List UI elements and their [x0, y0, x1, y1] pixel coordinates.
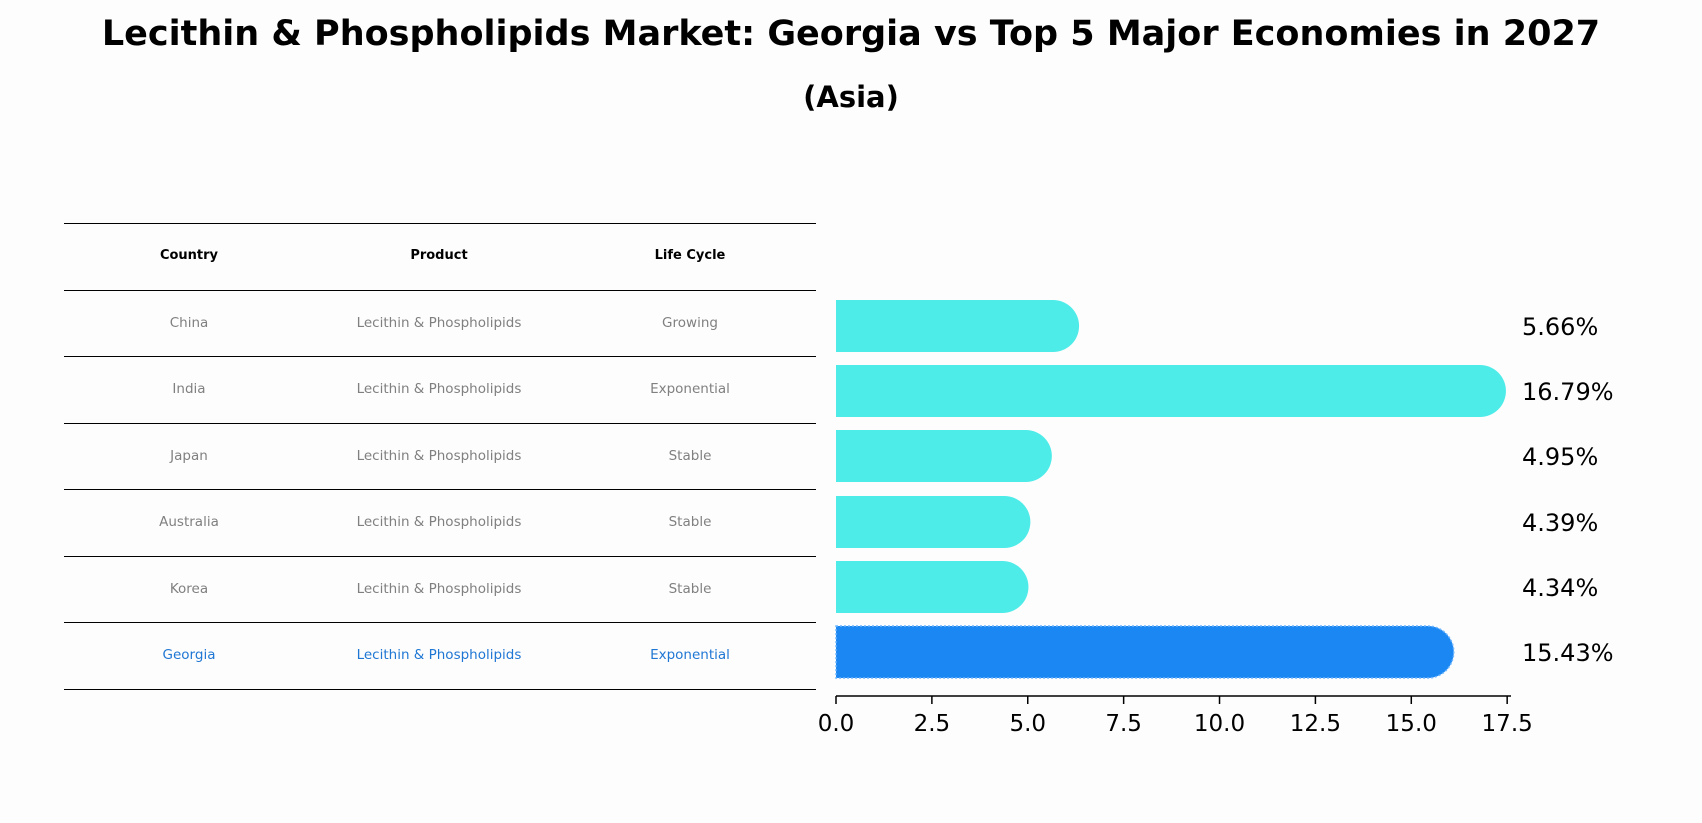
table-header-cell: Life Cycle — [654, 248, 726, 264]
table-rule — [64, 223, 816, 224]
table-cell: Lecithin & Phospholipids — [356, 580, 522, 597]
bar-value-label: 5.66% — [1522, 313, 1598, 341]
table-cell: China — [169, 314, 209, 331]
bar-india — [836, 365, 1506, 417]
x-tick-label: 7.5 — [1105, 711, 1142, 737]
table-cell: Exponential — [650, 647, 730, 664]
bar-value-label: 4.34% — [1522, 574, 1598, 602]
bar-australia — [836, 496, 1031, 548]
table-rule — [64, 622, 816, 623]
table-cell: India — [172, 381, 206, 398]
table-rule — [64, 688, 816, 690]
bar-value-label: 4.95% — [1522, 443, 1598, 471]
x-tick-label: 15.0 — [1386, 711, 1437, 737]
bar-korea — [836, 561, 1029, 613]
x-tick-label: 5.0 — [1009, 711, 1046, 737]
x-tick-label: 12.5 — [1290, 711, 1341, 737]
chart-subtitle: (Asia) — [803, 80, 899, 114]
table-cell: Japan — [170, 447, 208, 464]
table-cell: Stable — [668, 447, 712, 464]
table-header-cell: Product — [410, 248, 468, 264]
table-cell: Lecithin & Phospholipids — [356, 647, 522, 664]
table-cell: Lecithin & Phospholipids — [356, 514, 522, 531]
bar-georgia — [835, 625, 1455, 679]
table-cell: Stable — [668, 514, 712, 531]
x-tick-label: 0.0 — [818, 711, 855, 737]
table-cell: Lecithin & Phospholipids — [356, 314, 522, 331]
table-rule — [64, 422, 816, 424]
x-tick-label: 10.0 — [1194, 711, 1245, 737]
table-header-cell: Country — [159, 248, 219, 264]
table-cell: Exponential — [650, 381, 730, 398]
table-rule — [64, 289, 816, 291]
table-cell: Stable — [668, 580, 712, 597]
table-rule — [64, 555, 816, 557]
table-rule — [64, 489, 816, 490]
table-cell: Lecithin & Phospholipids — [356, 447, 522, 464]
bar-value-label: 4.39% — [1522, 509, 1598, 537]
table-cell: Lecithin & Phospholipids — [356, 381, 522, 398]
table-cell: Growing — [662, 314, 718, 331]
chart-title: Lecithin & Phospholipids Market: Georgia… — [101, 14, 1601, 54]
bar-japan — [836, 430, 1052, 482]
table-cell: Australia — [159, 514, 219, 531]
table-cell: Korea — [169, 580, 209, 597]
x-tick-label: 17.5 — [1482, 711, 1533, 737]
x-tick-label: 2.5 — [914, 711, 951, 737]
bar-value-label: 15.43% — [1522, 639, 1614, 667]
bar-china — [836, 300, 1080, 352]
table-rule — [64, 356, 816, 357]
bar-value-label: 16.79% — [1522, 378, 1614, 406]
table-cell: Georgia — [162, 647, 216, 664]
